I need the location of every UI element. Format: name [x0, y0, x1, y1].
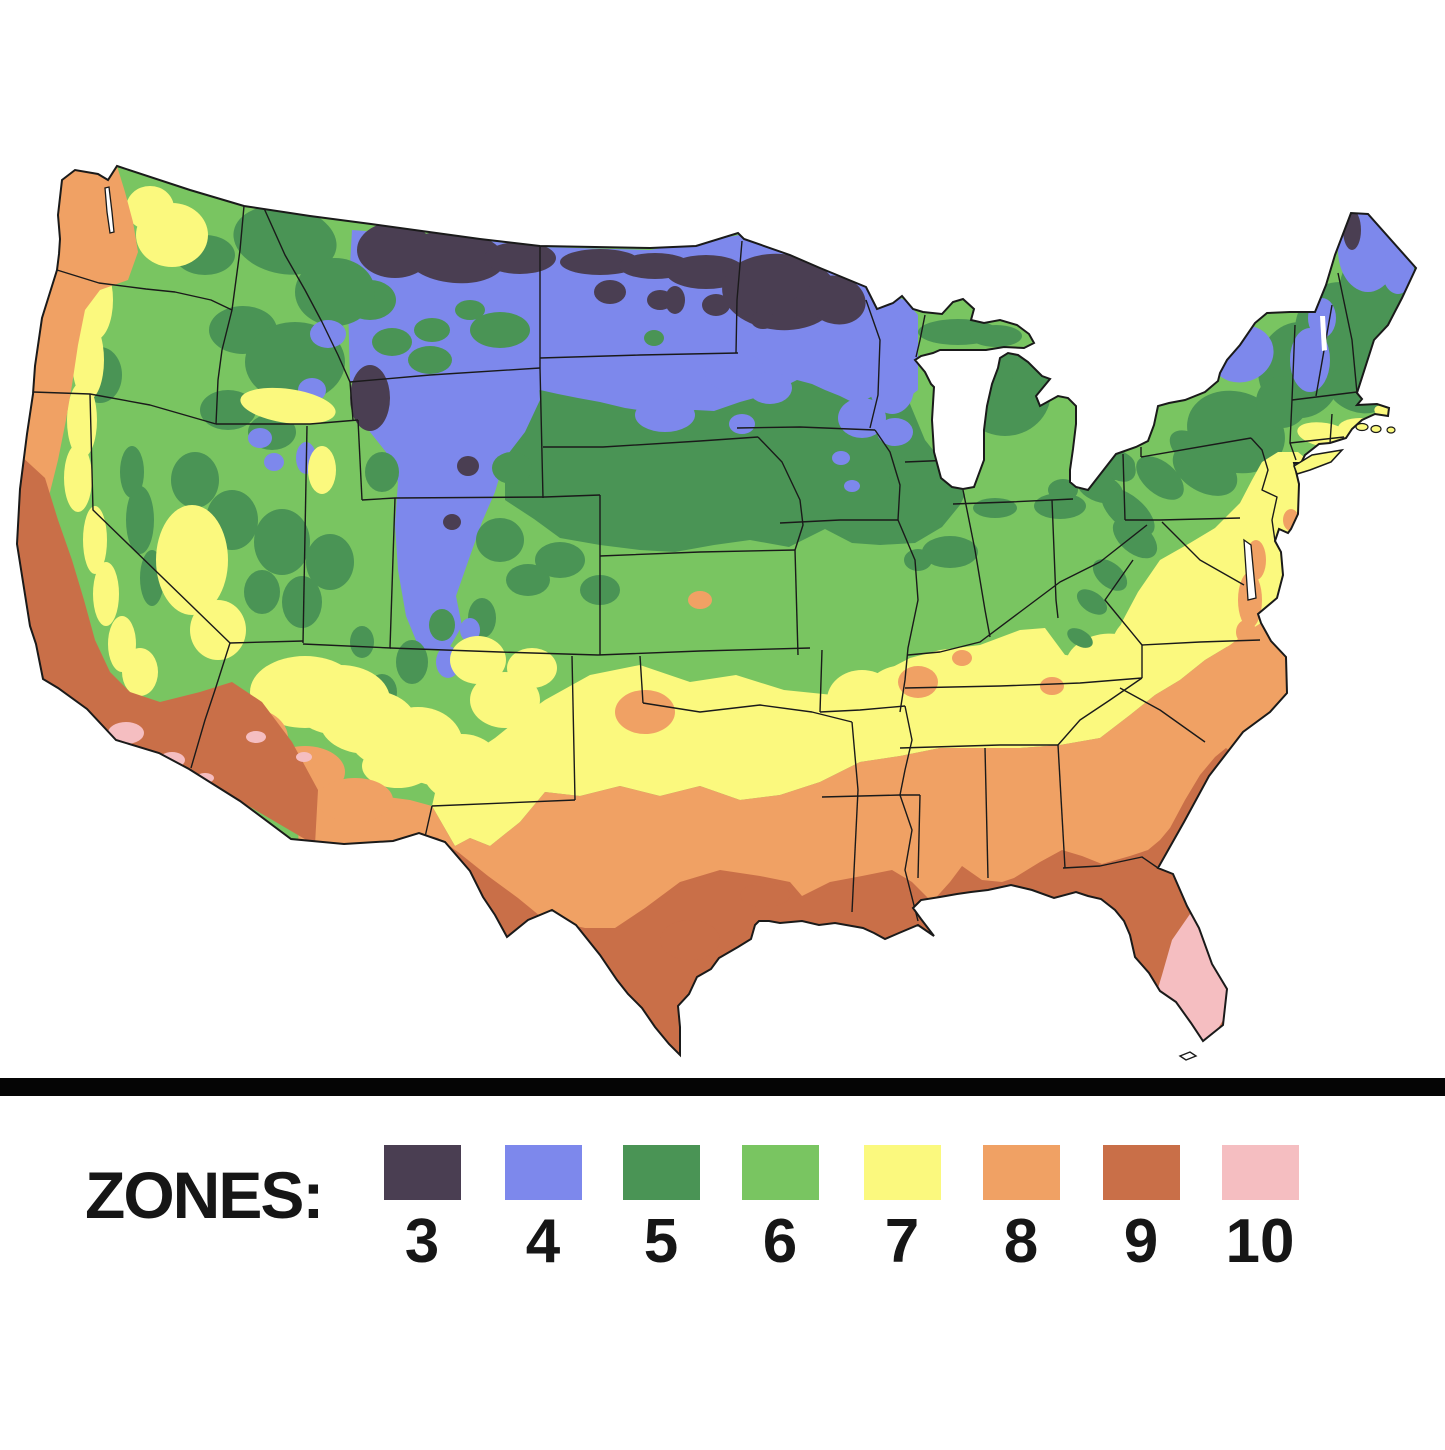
svg-text:4: 4 — [526, 1207, 561, 1276]
svg-text:ZONES:: ZONES: — [85, 1158, 322, 1232]
svg-text:9: 9 — [1124, 1207, 1158, 1276]
svg-text:6: 6 — [763, 1207, 797, 1276]
svg-text:5: 5 — [644, 1207, 678, 1276]
svg-text:8: 8 — [1004, 1207, 1038, 1276]
svg-text:10: 10 — [1226, 1207, 1295, 1276]
svg-text:7: 7 — [885, 1207, 919, 1276]
svg-text:3: 3 — [405, 1207, 439, 1276]
